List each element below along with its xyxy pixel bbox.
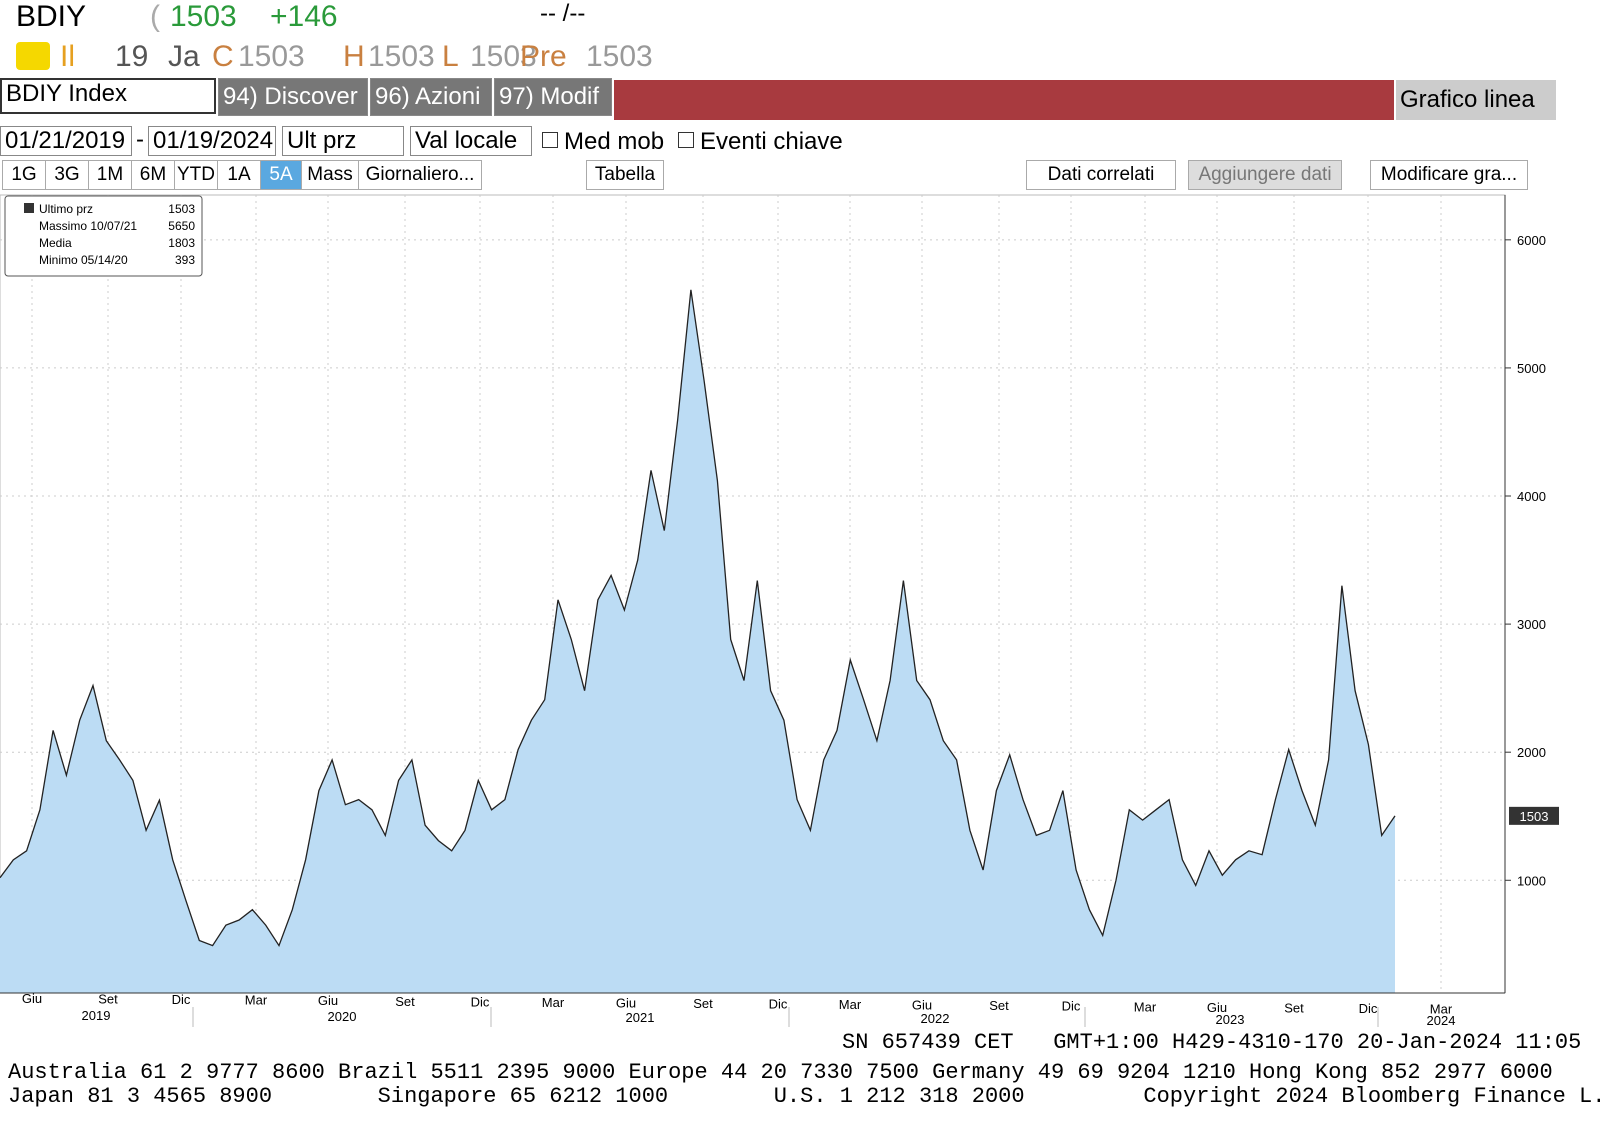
x-year-label: 2023 <box>1216 1012 1245 1027</box>
last-tag-label: 1503 <box>1520 809 1549 824</box>
dash: - <box>136 126 144 153</box>
checkbox[interactable] <box>542 132 558 148</box>
end-date[interactable]: 01/19/2024 <box>148 126 276 156</box>
quote-field: H <box>343 40 365 73</box>
legend-label: Ultimo prz <box>39 202 93 216</box>
x-year-label: 2022 <box>921 1011 950 1026</box>
area-fill <box>0 289 1395 993</box>
time: -- /-- <box>540 0 586 27</box>
gauge-icon <box>16 42 50 70</box>
legend-label: Media <box>39 236 72 250</box>
quote-field: 19 <box>115 40 149 73</box>
x-tick-label: Set <box>989 998 1009 1013</box>
contacts: Japan 81 3 4565 8900 Singapore 65 6212 1… <box>8 1084 1600 1109</box>
x-tick-label: Set <box>1284 1000 1304 1015</box>
red-bar <box>614 80 1394 120</box>
start-date[interactable]: 01/21/2019 <box>0 126 132 156</box>
y-tick-label: 1000 <box>1517 873 1546 888</box>
button[interactable]: Modificare gra... <box>1370 160 1528 190</box>
button[interactable]: Aggiungere dati <box>1188 160 1342 190</box>
legend-value: 1803 <box>168 236 195 250</box>
x-tick-label: Giu <box>912 998 932 1013</box>
menu[interactable]: 97) Modif <box>494 78 612 116</box>
x-tick-label: Dic <box>1062 999 1081 1014</box>
y-tick-label: 4000 <box>1517 489 1546 504</box>
button[interactable]: Dati correlati <box>1026 160 1176 190</box>
x-tick-label: Set <box>395 994 415 1009</box>
status: SN 657439 CET GMT+1:00 H429-4310-170 20-… <box>842 1030 1582 1055</box>
paren: ( <box>150 0 160 33</box>
menu[interactable]: 94) Discover <box>218 78 368 116</box>
quote-field: Ja <box>168 40 200 73</box>
y-tick-label: 3000 <box>1517 617 1546 632</box>
quote-field: 1503 <box>368 40 435 73</box>
quote-field: C <box>212 40 234 73</box>
x-tick-label: Mar <box>1430 1001 1453 1016</box>
x-tick-label: Set <box>693 996 713 1011</box>
x-tick-label: Set <box>98 992 118 1007</box>
plot-area <box>0 194 1506 994</box>
contacts: Australia 61 2 9777 8600 Brazil 5511 239… <box>8 1060 1553 1085</box>
legend-value: 1503 <box>168 202 195 216</box>
legend-label: Minimo 05/14/20 <box>39 253 128 267</box>
quote-field: Il <box>60 40 75 73</box>
legend-box <box>4 195 203 277</box>
y-tick-label: 2000 <box>1517 745 1546 760</box>
x-tick-label: Mar <box>1134 999 1157 1014</box>
y-tick-label: 5000 <box>1517 361 1546 376</box>
x-tick-label: Mar <box>245 993 268 1008</box>
x-tick-label: Mar <box>542 995 565 1010</box>
period[interactable]: 5A <box>260 160 302 190</box>
period[interactable]: 3G <box>45 160 89 190</box>
check-label[interactable]: Eventi chiave <box>700 128 843 155</box>
period[interactable]: Mass <box>301 160 359 190</box>
quote-field: 1503 <box>238 40 305 73</box>
ticker: BDIY <box>16 0 87 33</box>
currency[interactable]: Val locale <box>410 126 532 156</box>
period[interactable]: Giornaliero... <box>358 160 482 190</box>
y-tick-label: 6000 <box>1517 233 1546 248</box>
button[interactable]: Tabella <box>586 160 664 190</box>
x-tick-label: Dic <box>172 992 191 1007</box>
legend-value: 5650 <box>168 219 195 233</box>
chart-type[interactable]: Grafico linea <box>1396 80 1556 120</box>
x-year-label: 2019 <box>82 1008 111 1023</box>
x-year-label: 2024 <box>1427 1013 1456 1028</box>
x-year-label: 2020 <box>328 1009 357 1024</box>
x-year-label: 2021 <box>626 1010 655 1025</box>
quote-field: L <box>442 40 459 73</box>
check-label[interactable]: Med mob <box>564 128 665 155</box>
legend-label: Massimo 10/07/21 <box>39 219 137 233</box>
quote-field: 1503 <box>586 40 653 73</box>
x-tick-label: Dic <box>769 997 788 1012</box>
x-tick-label: Dic <box>471 994 490 1009</box>
x-tick-label: Giu <box>616 995 636 1010</box>
change: +146 <box>270 0 338 33</box>
field[interactable]: Ult prz <box>282 126 404 156</box>
x-tick-label: Mar <box>839 997 862 1012</box>
x-tick-label: Giu <box>22 991 42 1006</box>
period[interactable]: 1M <box>88 160 132 190</box>
quote-field: 1503 <box>470 40 537 73</box>
security-box[interactable]: BDIY Index <box>0 78 216 114</box>
checkbox[interactable] <box>678 132 694 148</box>
last-tag <box>1509 806 1559 825</box>
legend-swatch <box>24 203 34 213</box>
legend-value: 393 <box>175 253 195 267</box>
x-tick-label: Dic <box>1359 1001 1378 1016</box>
period[interactable]: YTD <box>174 160 218 190</box>
price: 1503 <box>170 0 237 33</box>
line <box>0 289 1396 948</box>
x-tick-label: Giu <box>1207 1000 1227 1015</box>
x-tick-label: Giu <box>318 993 338 1008</box>
period[interactable]: 1G <box>2 160 46 190</box>
period[interactable]: 6M <box>131 160 175 190</box>
quote-field: Pre <box>520 40 567 73</box>
menu[interactable]: 96) Azioni <box>370 78 492 116</box>
period[interactable]: 1A <box>217 160 261 190</box>
